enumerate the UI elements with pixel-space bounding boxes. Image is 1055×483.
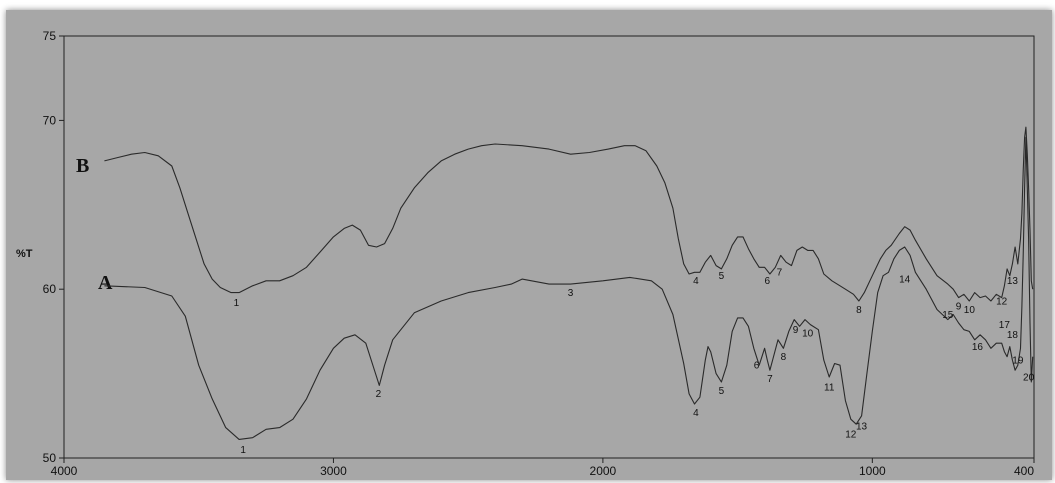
y-tick-label-1: 70 xyxy=(43,113,57,127)
peak-label-a-5: 6 xyxy=(754,361,760,372)
peak-label-a-3: 4 xyxy=(693,408,699,419)
peak-label-b-7: 10 xyxy=(964,305,976,316)
y-tick-label-2: 60 xyxy=(43,282,57,296)
plot-area xyxy=(63,35,1035,459)
peak-label-a-16: 17 xyxy=(999,320,1011,331)
series-line-a xyxy=(104,136,1034,440)
peak-label-a-4: 5 xyxy=(719,386,725,397)
peak-label-a-13: 14 xyxy=(899,274,911,285)
peak-label-a-18: 19 xyxy=(1012,355,1024,366)
x-tick-label-0: 4000 xyxy=(51,464,78,478)
peak-label-a-1: 2 xyxy=(376,389,382,400)
peak-label-b-4: 7 xyxy=(777,268,783,279)
peak-label-a-10: 11 xyxy=(824,382,835,393)
peak-label-a-17: 18 xyxy=(1007,330,1019,341)
series-line-b xyxy=(104,126,1034,302)
peak-label-b-9: 13 xyxy=(1007,276,1019,287)
peak-label-a-11: 12 xyxy=(845,430,857,441)
peak-label-a-8: 9 xyxy=(793,325,799,336)
peak-label-a-6: 7 xyxy=(767,374,773,385)
peak-label-a-19: 20 xyxy=(1023,372,1035,383)
peak-label-a-7: 8 xyxy=(781,352,787,363)
peak-label-b-1: 4 xyxy=(693,276,699,287)
x-tick-label-1: 3000 xyxy=(320,464,347,478)
peak-label-b-3: 6 xyxy=(764,276,770,287)
peak-label-b-8: 12 xyxy=(996,296,1008,307)
y-axis-label: %T xyxy=(16,248,33,260)
peak-label-b-2: 5 xyxy=(719,271,725,282)
series-label-b: B xyxy=(76,155,89,177)
x-tick-label-2: 2000 xyxy=(590,464,617,478)
peak-label-a-2: 3 xyxy=(568,288,574,299)
peak-label-a-14: 15 xyxy=(942,310,954,321)
y-tick-label-0: 75 xyxy=(43,29,57,43)
peak-label-a-15: 16 xyxy=(972,342,984,353)
x-tick-label-3: 1000 xyxy=(859,464,886,478)
x-tick-label-4: 400 xyxy=(1014,464,1034,478)
peak-label-b-6: 9 xyxy=(956,301,962,312)
y-tick-label-3: 50 xyxy=(43,451,57,465)
series-label-a: A xyxy=(98,272,113,294)
peak-label-a-0: 1 xyxy=(240,445,246,456)
peak-label-b-0: 1 xyxy=(234,298,240,309)
peak-label-a-12: 13 xyxy=(856,421,868,432)
peak-label-a-9: 10 xyxy=(802,328,814,339)
peak-label-b-5: 8 xyxy=(856,305,862,316)
